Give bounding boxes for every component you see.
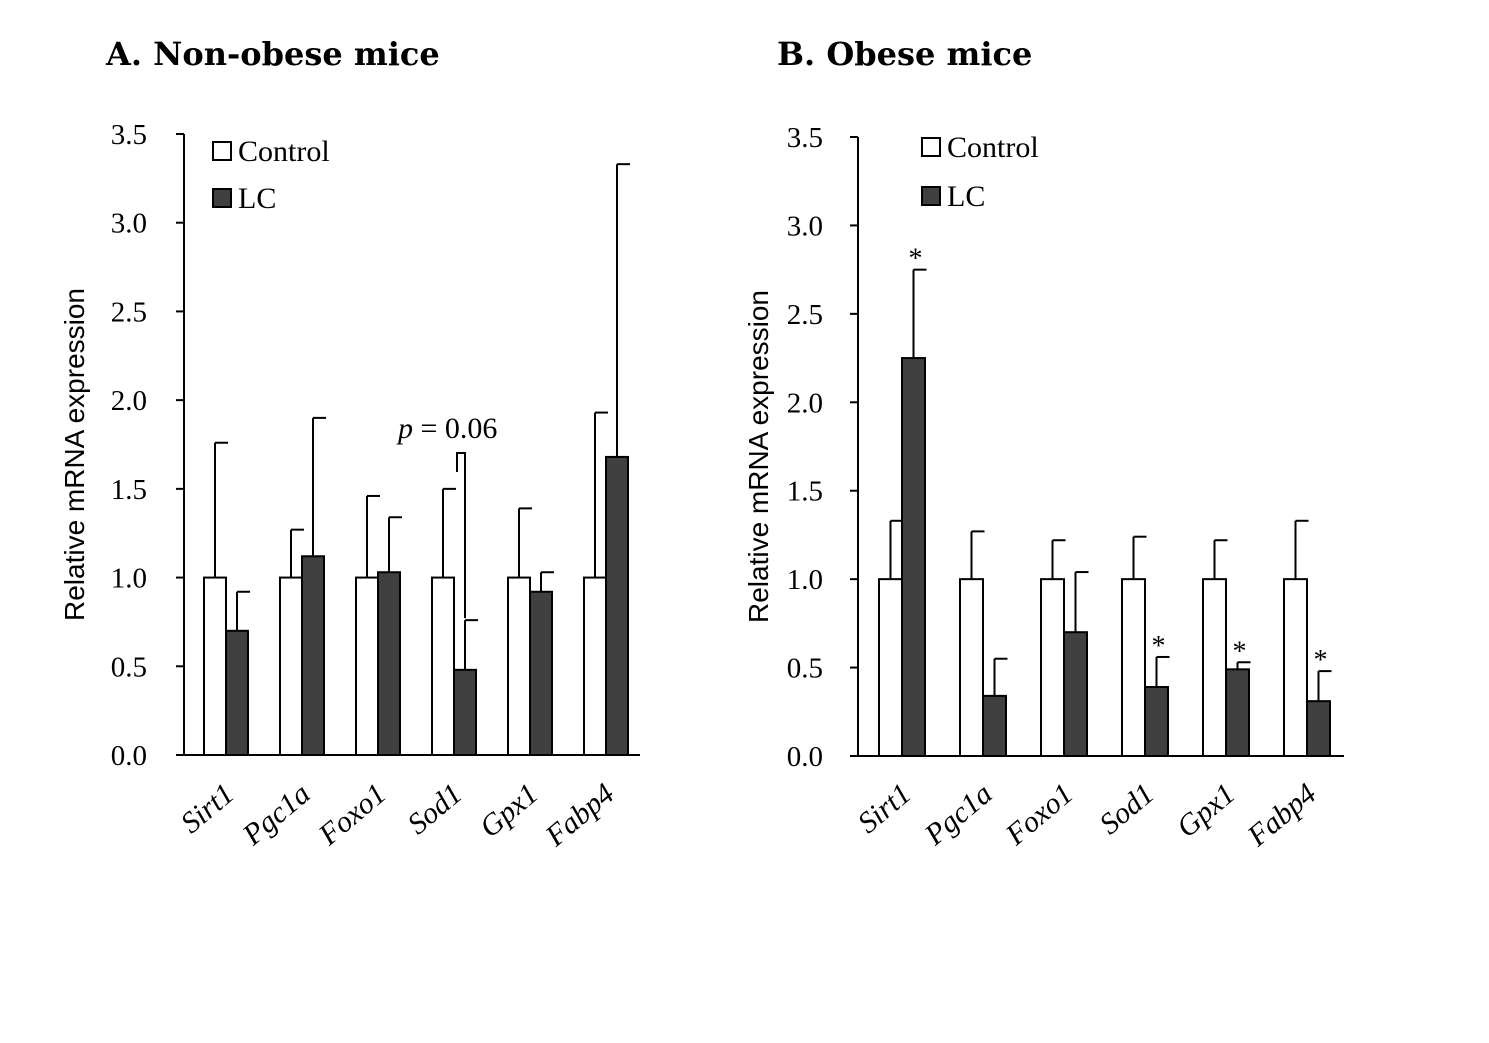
y-tick-label: 1.5 [111, 474, 147, 506]
bar-lc-sirt1 [901, 357, 926, 757]
bar-lc-sirt1 [225, 629, 249, 756]
bar-control-gpx1 [1202, 578, 1227, 758]
panel-b-chart: B. Obese mice Relative mRNA expression 0.0… [743, 35, 1344, 853]
bar-lc-pgc1a [301, 555, 325, 757]
x-tick-label: Pgc1a [236, 777, 317, 852]
bar-control-foxo1 [355, 576, 379, 756]
y-tick-label: 0.5 [787, 653, 823, 685]
bar-lc-pgc1a [982, 694, 1007, 758]
y-tick-label: 3.0 [787, 210, 823, 242]
bar-control-pgc1a [279, 576, 303, 756]
x-tick-label: Fabp4 [1241, 777, 1323, 853]
bar-control-fabp4 [1283, 578, 1308, 758]
legend-swatch [212, 188, 232, 208]
y-tick-label: 3.5 [787, 122, 823, 154]
bar-lc-gpx1 [529, 590, 553, 756]
significance-bracket [456, 452, 466, 619]
chart-title: B. Obese mice [777, 35, 1032, 73]
y-tick-label: 3.0 [111, 208, 147, 240]
y-tick-label: 0.0 [787, 741, 823, 773]
bar-control-gpx1 [507, 576, 531, 756]
x-tick-label: Foxo1 [312, 777, 393, 852]
legend-swatch [212, 141, 232, 161]
bar-lc-sod1 [1144, 686, 1169, 757]
y-tick-label: 1.0 [111, 563, 147, 595]
bar-lc-fabp4 [1306, 700, 1331, 757]
x-tick-label: Fabp4 [539, 777, 621, 853]
bar-control-sod1 [431, 576, 455, 756]
p-symbol: p [396, 412, 413, 445]
y-tick-label: 1.0 [787, 564, 823, 596]
y-tick-label: 2.0 [111, 385, 147, 417]
x-tick-label: Sirt1 [852, 777, 918, 840]
x-tick-label: Sirt1 [175, 777, 241, 840]
significance-marker: * [1152, 631, 1166, 662]
y-axis-title: Relative mRNA expression [59, 288, 90, 621]
legend-label: LC [947, 180, 985, 213]
legend-label: Control [947, 131, 1039, 164]
significance-marker: * [1314, 645, 1328, 676]
y-tick-label: 0.0 [111, 740, 147, 772]
y-tick-label: 2.5 [787, 299, 823, 331]
y-tick-label: 0.5 [111, 651, 147, 683]
y-tick-label: 3.5 [111, 119, 147, 151]
x-tick-label: Sod1 [1093, 777, 1160, 841]
x-tick-label: Gpx1 [474, 777, 545, 844]
x-tick-label: Pgc1a [918, 777, 999, 852]
x-tick-label: Gpx1 [1171, 777, 1242, 844]
legend-label: LC [238, 182, 276, 215]
legend-swatch [921, 186, 941, 206]
bar-control-sirt1 [203, 576, 227, 756]
p-value: = 0.06 [413, 412, 497, 445]
y-tick-label: 2.0 [787, 387, 823, 419]
panel-a-chart: A. Non-obese mice Relative mRNA expressio… [59, 35, 640, 853]
p-value-annotation: p = 0.06 [396, 412, 497, 445]
y-tick-label: 2.5 [111, 296, 147, 328]
significance-marker: * [1233, 636, 1247, 667]
legend-label: Control [238, 135, 330, 168]
chart-title: A. Non-obese mice [105, 35, 440, 73]
bar-lc-gpx1 [1225, 668, 1250, 758]
legend-swatch [921, 137, 941, 157]
bar-control-foxo1 [1040, 578, 1065, 758]
bar-lc-sod1 [453, 668, 477, 756]
bar-control-pgc1a [959, 578, 984, 758]
bar-lc-fabp4 [605, 455, 629, 756]
bar-lc-foxo1 [377, 571, 401, 757]
bar-control-fabp4 [583, 576, 607, 756]
bar-lc-foxo1 [1063, 631, 1088, 758]
x-tick-label: Sod1 [401, 777, 468, 841]
y-axis-title: Relative mRNA expression [743, 290, 774, 623]
bar-control-sirt1 [878, 578, 903, 758]
significance-marker: * [909, 244, 923, 275]
y-tick-label: 1.5 [787, 476, 823, 508]
bar-control-sod1 [1121, 578, 1146, 758]
x-tick-label: Foxo1 [999, 777, 1080, 852]
